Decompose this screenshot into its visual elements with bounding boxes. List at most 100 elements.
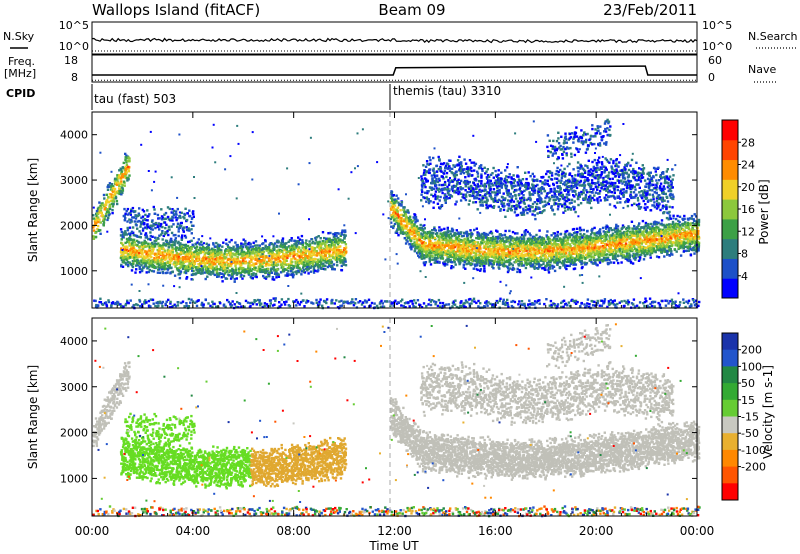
scatter-cell: [569, 262, 572, 266]
scatter-cell: [285, 251, 288, 255]
scatter-cell: [524, 229, 528, 232]
scatter-cell: [504, 229, 507, 233]
scatter-cell: [221, 272, 224, 275]
scatter-cell: [464, 248, 467, 252]
scatter-cell: [156, 257, 159, 261]
scatter-cell: [138, 265, 141, 268]
scatter-cell: [442, 248, 445, 251]
scatter-cell: [144, 241, 148, 244]
scatter-cell: [260, 250, 263, 254]
scatter-cell: [402, 227, 405, 230]
scatter-cell: [153, 258, 156, 261]
scatter-cell: [571, 256, 574, 259]
scatter-cell: [418, 238, 421, 242]
scatter-cell: [531, 253, 535, 256]
scatter-cell: [473, 228, 476, 232]
scatter-cell: [191, 258, 194, 262]
scatter-cell: [491, 252, 494, 256]
scatter-cell: [437, 242, 440, 245]
scatter-cell: [164, 251, 167, 254]
scatter-cell: [151, 243, 155, 246]
scatter-cell: [518, 262, 522, 265]
scatter-cell: [260, 260, 263, 263]
scatter-cell: [264, 277, 268, 280]
scatter-cell: [301, 239, 304, 242]
scatter-cell: [135, 224, 138, 227]
scatter-cell: [508, 255, 511, 258]
scatter-cell: [264, 244, 267, 247]
scatter-cell: [328, 264, 331, 268]
scatter-cell: [167, 250, 171, 253]
scatter-cell: [397, 234, 400, 237]
scatter-cell: [175, 246, 179, 249]
scatter-cell: [471, 245, 474, 248]
scatter-cell: [555, 252, 558, 255]
scatter-cell: [156, 213, 160, 217]
scatter-cell: [142, 259, 145, 262]
scatter-cell: [336, 249, 339, 252]
frequency-left-unit: [MHz]: [4, 67, 36, 80]
scatter-cell: [551, 267, 554, 270]
scatter-cell: [132, 246, 135, 249]
scatter-cell: [279, 261, 282, 264]
scatter-cell: [466, 244, 469, 247]
scatter-cell: [250, 258, 253, 261]
scatter-cell: [441, 256, 444, 259]
scatter-cell: [174, 255, 177, 258]
scatter-cell: [221, 280, 224, 283]
scatter-cell: [519, 236, 522, 239]
scatter-cell: [502, 263, 506, 266]
scatter-cell: [493, 242, 496, 245]
scatter-cell: [122, 253, 125, 256]
scatter-cell: [128, 218, 131, 221]
scatter-cell: [506, 237, 509, 240]
scatter-cell: [236, 255, 239, 259]
scatter-cell: [127, 156, 130, 159]
scatter-cell: [519, 248, 523, 251]
scatter-cell: [469, 240, 473, 243]
scatter-cell: [342, 263, 345, 266]
scatter-cell: [154, 226, 157, 230]
scatter-cell: [156, 262, 160, 265]
scatter-cell: [151, 219, 154, 222]
scatter-cell: [177, 256, 181, 259]
scatter-cell: [257, 249, 261, 252]
scatter-cell: [454, 238, 458, 241]
scatter-cell: [450, 265, 453, 268]
scatter-cell: [131, 216, 134, 219]
frequency-left-label: Freq.: [8, 55, 35, 68]
scatter-cell: [185, 228, 189, 232]
scatter-cell: [466, 254, 469, 257]
scatter-cell: [523, 231, 526, 234]
scatter-cell: [250, 272, 253, 276]
scatter-cell: [124, 165, 127, 169]
scatter-cell: [160, 257, 163, 260]
scatter-cell: [322, 240, 325, 243]
scatter-cell: [139, 245, 142, 248]
scatter-cell: [340, 269, 344, 272]
scatter-cell: [474, 252, 478, 255]
scatter-cell: [124, 232, 127, 235]
scatter-cell: [417, 244, 420, 247]
scatter-cell: [449, 230, 452, 233]
scatter-cell: [183, 234, 187, 238]
scatter-cell: [555, 255, 558, 258]
scatter-cell: [319, 243, 322, 246]
scatter-cell: [180, 225, 183, 228]
scatter-cell: [198, 271, 201, 274]
scatter-cell: [516, 258, 519, 262]
scatter-cell: [413, 241, 416, 244]
scatter-cell: [159, 259, 162, 262]
scatter-cell: [124, 156, 127, 159]
scatter-cell: [485, 239, 489, 242]
scatter-cell: [96, 224, 100, 228]
scatter-cell: [503, 254, 506, 257]
scatter-cell: [410, 221, 414, 224]
scatter-cell: [486, 252, 489, 255]
scatter-cell: [155, 254, 158, 257]
scatter-cell: [324, 248, 327, 252]
scatter-cell: [325, 247, 329, 251]
scatter-cell: [498, 263, 501, 267]
scatter-cell: [428, 238, 431, 241]
